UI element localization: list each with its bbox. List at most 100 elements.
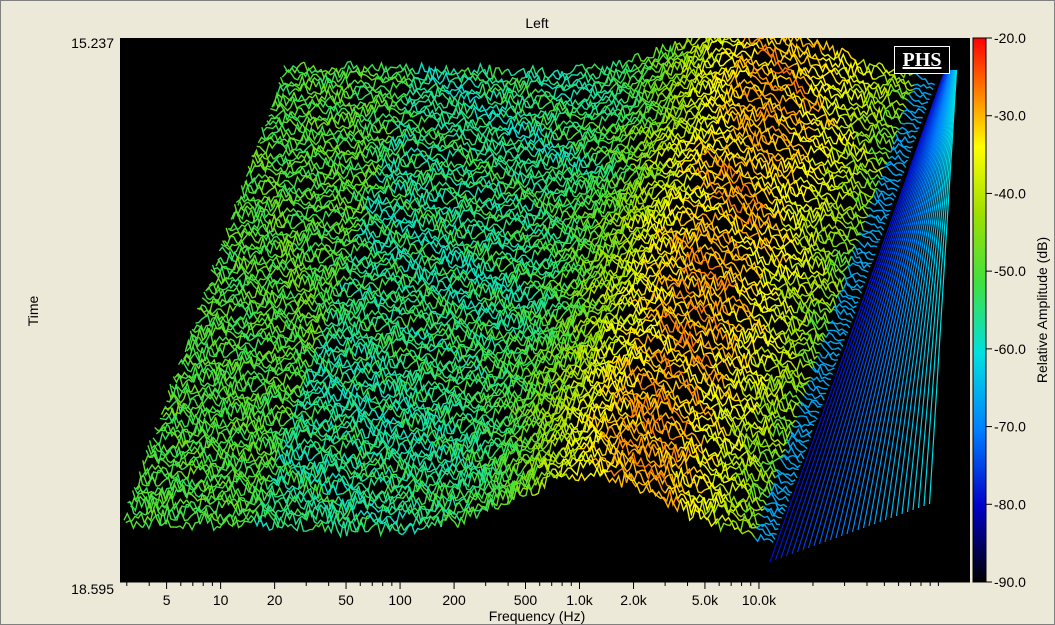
waterfall-trace-segment [273, 148, 293, 160]
waterfall-trace-segment [480, 88, 501, 102]
waterfall-trace-segment [695, 456, 715, 476]
waterfall-trace-segment [216, 407, 237, 422]
waterfall-trace-segment [348, 407, 368, 424]
waterfall-trace-segment [499, 88, 519, 105]
waterfall-trace-segment [857, 240, 878, 249]
waterfall-trace-segment [570, 276, 591, 298]
waterfall-trace-segment [787, 434, 808, 450]
waterfall-trace-segment [543, 71, 563, 82]
waterfall-trace-segment [290, 517, 310, 532]
waterfall-trace-segment [661, 496, 682, 513]
waterfall-trace-segment [511, 354, 532, 373]
waterfall-trace-segment [649, 290, 670, 307]
waterfall-trace-segment [691, 473, 712, 485]
waterfall-trace-segment [439, 360, 460, 375]
waterfall-trace-segment [505, 121, 526, 136]
waterfall-trace-segment [830, 202, 851, 212]
waterfall-trace-segment [461, 354, 481, 367]
waterfall-trace-segment [345, 151, 366, 164]
waterfall-trace-segment [323, 266, 343, 282]
waterfall-trace-segment [621, 318, 642, 335]
waterfall-trace-segment [577, 395, 597, 411]
waterfall-trace-segment [761, 514, 781, 526]
waterfall-trace-segment [486, 470, 506, 493]
waterfall-trace-segment [468, 230, 489, 242]
waterfall-trace-segment [623, 312, 643, 327]
waterfall-trace-segment [152, 431, 173, 448]
waterfall-trace-segment [587, 365, 608, 382]
waterfall-trace-segment [523, 450, 543, 474]
waterfall-trace-segment [196, 361, 217, 375]
waterfall-trace-segment [423, 507, 444, 522]
waterfall-trace-segment [561, 171, 581, 184]
waterfall-trace-segment [377, 271, 397, 282]
waterfall-trace-segment [530, 258, 551, 271]
waterfall-trace-segment [498, 298, 518, 311]
waterfall-trace-segment [657, 125, 677, 138]
waterfall-trace-segment [747, 486, 768, 506]
waterfall-trace-segment [557, 447, 577, 468]
waterfall-trace-segment [835, 241, 856, 255]
waterfall-trace-segment [454, 422, 474, 434]
waterfall-trace-segment [864, 220, 885, 231]
waterfall-trace-segment [626, 355, 646, 367]
y-tick-top: 15.237 [71, 35, 114, 51]
waterfall-trace-segment [825, 331, 845, 342]
waterfall-trace-segment [405, 508, 425, 525]
waterfall-trace-segment [529, 159, 549, 171]
waterfall-trace-segment [312, 297, 333, 310]
waterfall-trace-segment [752, 357, 773, 372]
waterfall-trace-segment [564, 159, 584, 177]
rolloff-edge-line [928, 69, 958, 505]
waterfall-trace-segment [731, 21, 750, 32]
waterfall-trace-segment [464, 339, 485, 357]
waterfall-trace-segment [555, 318, 576, 343]
waterfall-trace-segment [480, 142, 501, 156]
waterfall-trace-segment [695, 337, 716, 359]
waterfall-trace-segment [463, 141, 483, 152]
waterfall-trace-segment [272, 250, 293, 267]
waterfall-trace-segment [292, 353, 312, 368]
waterfall-trace-segment [715, 346, 736, 360]
waterfall-trace-segment [684, 54, 705, 67]
waterfall-trace-segment [346, 471, 366, 483]
waterfall-trace-segment [834, 248, 854, 259]
waterfall-trace-segment [329, 457, 350, 473]
waterfall-trace-segment [155, 421, 176, 438]
waterfall-trace-segment [323, 323, 343, 335]
waterfall-trace-segment [662, 312, 682, 333]
waterfall-trace-segment [229, 270, 249, 284]
waterfall-trace-segment [640, 130, 661, 144]
waterfall-trace-segment [261, 437, 282, 456]
waterfall-trace-segment [765, 203, 785, 222]
waterfall-trace-segment [587, 315, 608, 335]
waterfall-trace-segment [317, 76, 337, 90]
waterfall-trace-segment [452, 66, 472, 76]
waterfall-trace-segment [661, 74, 681, 90]
waterfall-trace-segment [446, 290, 466, 304]
waterfall-trace-segment [712, 408, 732, 428]
waterfall-trace-segment [291, 149, 312, 161]
waterfall-trace-segment [611, 209, 632, 222]
waterfall-trace-segment [464, 289, 485, 302]
waterfall-trace-segment [675, 275, 696, 290]
waterfall-trace-segment [710, 417, 730, 436]
waterfall-trace-segment [892, 142, 912, 153]
waterfall-trace-segment [489, 463, 510, 478]
waterfall-trace-segment [361, 367, 382, 381]
waterfall-trace-segment [355, 122, 375, 140]
waterfall-trace-segment [359, 114, 379, 127]
waterfall-trace-segment [430, 385, 451, 399]
waterfall-trace-segment [734, 228, 755, 247]
waterfall-trace-segment [258, 501, 279, 519]
waterfall-trace-segment [726, 131, 747, 146]
waterfall-trace-segment [720, 390, 741, 402]
waterfall-trace-segment [431, 65, 451, 81]
waterfall-trace-segment [685, 304, 706, 323]
waterfall-trace-segment [744, 323, 765, 335]
waterfall-trace-segment [631, 244, 652, 254]
waterfall-trace-segment [820, 226, 841, 240]
waterfall-trace-segment [310, 145, 330, 161]
waterfall-trace-segment [850, 255, 871, 270]
waterfall-trace-segment [553, 457, 574, 479]
